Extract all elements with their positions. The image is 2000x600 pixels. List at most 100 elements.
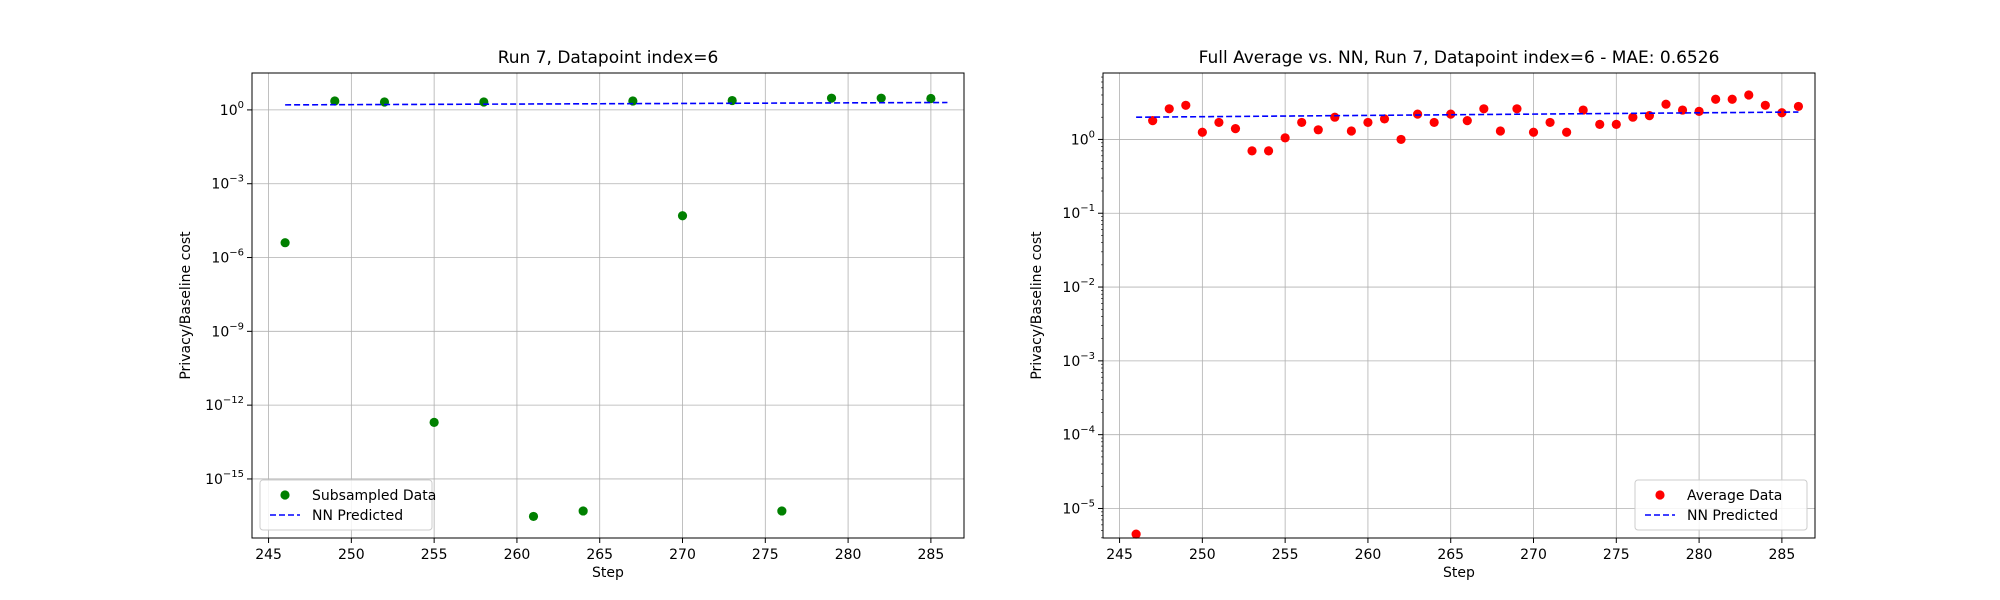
data-point <box>330 96 340 106</box>
x-tick-label: 245 <box>1106 547 1133 563</box>
data-point <box>1280 133 1290 143</box>
data-point <box>1777 108 1787 118</box>
x-tick-label: 270 <box>1520 547 1547 563</box>
data-point <box>1230 124 1241 134</box>
axes-frame <box>251 72 965 539</box>
y-tick-label: 10−2 <box>1062 277 1095 296</box>
data-point <box>1429 117 1439 128</box>
legend-marker-swatch <box>1655 490 1665 500</box>
data-point <box>479 97 489 107</box>
x-tick-label: 265 <box>586 547 613 563</box>
data-point <box>1181 100 1191 110</box>
data-point <box>1263 146 1274 156</box>
chart-title: Run 7, Datapoint index=6 <box>498 48 719 68</box>
data-point <box>876 93 886 103</box>
x-tick-label: 275 <box>752 547 779 563</box>
data-point <box>1760 100 1770 110</box>
x-tick-label: 245 <box>255 547 282 563</box>
data-point <box>1495 126 1505 136</box>
data-point <box>1793 101 1804 112</box>
x-tick-label: 255 <box>421 547 448 563</box>
legend-entry-label: NN Predicted <box>312 508 403 524</box>
data-point <box>1545 117 1555 128</box>
data-point <box>1396 134 1406 145</box>
legend-box <box>1634 479 1808 531</box>
data-point <box>1313 125 1323 135</box>
data-point <box>1379 114 1390 124</box>
data-point <box>1479 104 1489 114</box>
legend-marker-swatch <box>280 490 290 500</box>
legend-entry-label: Average Data <box>1687 488 1782 504</box>
data-point <box>1197 127 1207 137</box>
data-point <box>777 506 787 516</box>
plot-area <box>252 73 964 538</box>
axes-frame <box>1102 72 1816 539</box>
legend-box <box>259 479 433 531</box>
y-tick-label: 10−4 <box>1062 425 1095 444</box>
y-tick-label: 10−15 <box>205 469 244 488</box>
x-axis-label: Step <box>1443 565 1475 581</box>
data-point <box>1413 109 1423 119</box>
y-axis-label: Privacy/Baseline cost <box>1029 231 1045 380</box>
y-tick-label: 100 <box>220 100 244 119</box>
data-point <box>1330 112 1340 122</box>
data-point <box>1727 94 1737 104</box>
data-point <box>926 93 936 104</box>
x-tick-label: 260 <box>1355 547 1382 563</box>
y-tick-label: 10−9 <box>211 321 244 340</box>
data-point <box>1462 115 1472 126</box>
data-point <box>1148 115 1158 126</box>
data-point <box>1694 106 1704 116</box>
legend-entry-label: NN Predicted <box>1687 508 1778 524</box>
x-tick-label: 260 <box>504 547 531 563</box>
data-point <box>578 506 588 516</box>
x-axis-label: Step <box>592 565 624 581</box>
legend: Subsampled Data NN Predicted <box>259 479 436 531</box>
x-tick-label: 265 <box>1437 547 1464 563</box>
data-point <box>1247 146 1257 156</box>
data-point <box>1363 117 1373 128</box>
x-tick-label: 250 <box>1189 547 1216 563</box>
x-tick-label: 280 <box>835 547 862 563</box>
y-tick-label: 10−3 <box>211 174 244 193</box>
data-point <box>1214 117 1224 128</box>
x-tick-label: 255 <box>1272 547 1299 563</box>
chart-title: Full Average vs. NN, Run 7, Datapoint in… <box>1199 48 1720 68</box>
data-point <box>1512 104 1522 114</box>
data-point <box>1131 529 1141 539</box>
data-point <box>1595 119 1605 129</box>
y-tick-label: 100 <box>1071 129 1095 148</box>
data-point <box>1297 117 1307 128</box>
data-point <box>1628 112 1638 122</box>
chart-right: 245 250 255 260 265 270 275 280 285 100 10−1 10−2 10… <box>1029 48 1816 581</box>
y-tick-label: 10−3 <box>1062 351 1095 370</box>
data-point <box>1744 90 1754 100</box>
x-tick-label: 285 <box>918 547 945 563</box>
x-tick-label: 270 <box>669 547 696 563</box>
y-tick-label: 10−12 <box>205 395 244 414</box>
y-axis-label: Privacy/Baseline cost <box>178 231 194 380</box>
data-point <box>280 238 290 248</box>
x-tick-label: 250 <box>338 547 365 563</box>
data-point <box>1528 127 1539 137</box>
data-point <box>429 417 439 427</box>
legend-entry-label: Subsampled Data <box>312 488 436 504</box>
legend: Average Data NN Predicted <box>1634 479 1808 531</box>
x-tick-label: 280 <box>1686 547 1713 563</box>
data-point <box>528 511 539 522</box>
y-tick-label: 10−5 <box>1062 498 1095 517</box>
data-point <box>826 93 837 103</box>
data-point <box>1164 104 1174 114</box>
chart-left: 245 250 255 260 265 270 275 280 285 100 10−3 10−6 10… <box>178 48 965 581</box>
y-tick-label: 10−1 <box>1062 203 1095 222</box>
nn-predicted-line <box>285 101 948 106</box>
data-point <box>1711 94 1721 104</box>
x-tick-label: 275 <box>1603 547 1630 563</box>
plot-area <box>1103 73 1815 538</box>
data-point <box>1562 127 1572 137</box>
data-point <box>1446 109 1456 119</box>
data-point <box>1578 105 1588 115</box>
data-point <box>1346 126 1356 136</box>
data-point <box>1661 99 1671 109</box>
